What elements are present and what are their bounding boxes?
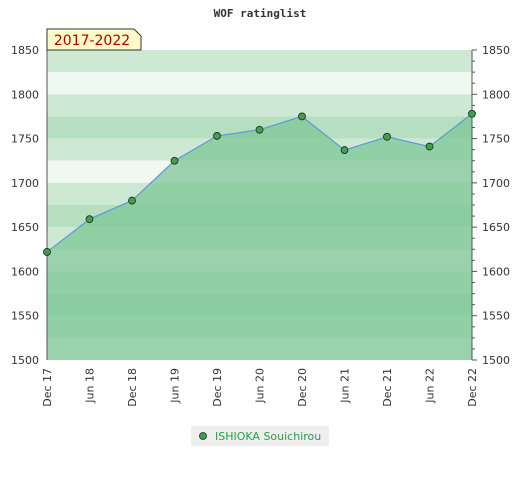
x-tick-label: Jun 22 [424,368,437,404]
data-point [340,146,349,154]
data-point [383,132,391,141]
y-tick-label: 1700 [11,177,39,190]
period-badge: 2017-2022 [46,28,142,51]
legend: ISHIOKA Souichirou [191,426,329,446]
legend-marker [199,432,207,440]
data-point [43,248,51,256]
y-tick-label: 1500 [482,354,510,367]
period-badge-text: 2017-2022 [54,33,130,49]
band [47,72,472,95]
x-tick-label: Jun 20 [254,368,267,404]
band [47,94,472,117]
x-tick-label: Dec 19 [211,368,224,407]
band [47,50,472,73]
data-point [85,215,94,224]
x-axis: Dec 17 Jun 18 Dec 18 Jun 19 Dec 19 Jun 20 Dec … [41,368,479,407]
y-tick-label: 1750 [11,133,39,146]
y-tick-label: 1800 [482,88,510,101]
x-tick-label: Jun 21 [339,368,352,404]
y-tick-label: 1600 [482,265,510,278]
y-tick-label: 1800 [11,88,39,101]
y-tick-label: 1600 [11,265,39,278]
x-tick-label: Dec 20 [296,368,309,407]
x-tick-label: Jun 18 [84,368,97,404]
data-point [213,132,221,140]
legend-label: ISHIOKA Souichirou [215,430,321,443]
data-point [128,196,136,205]
y-tick-label: 1850 [11,44,39,57]
y-tick-label: 1700 [482,177,510,190]
data-point [255,125,264,134]
y-axis-left: 1500 1550 1600 1650 1700 1750 1800 1850 [11,44,39,367]
chart-title: WOF ratinglist [214,7,307,20]
x-tick-label: Dec 22 [466,368,479,407]
data-point [170,156,179,165]
y-tick-label: 1550 [11,310,39,323]
y-tick-label: 1750 [482,133,510,146]
y-tick-label: 1500 [11,354,39,367]
x-tick-label: Dec 18 [126,368,139,407]
x-tick-label: Jun 19 [169,368,182,404]
y-tick-label: 1650 [11,221,39,234]
x-tick-label: Dec 17 [41,368,54,407]
y-tick-label: 1850 [482,44,510,57]
x-tick-label: Dec 21 [381,368,394,407]
y-tick-label: 1650 [482,221,510,234]
y-axis-right: 1500 1550 1600 1650 1700 1750 1800 1850 [472,44,510,367]
data-point [425,142,434,151]
data-point [298,112,306,121]
series-area [47,113,472,361]
data-point [468,109,476,118]
y-tick-label: 1550 [482,310,510,323]
data-markers [43,109,476,256]
